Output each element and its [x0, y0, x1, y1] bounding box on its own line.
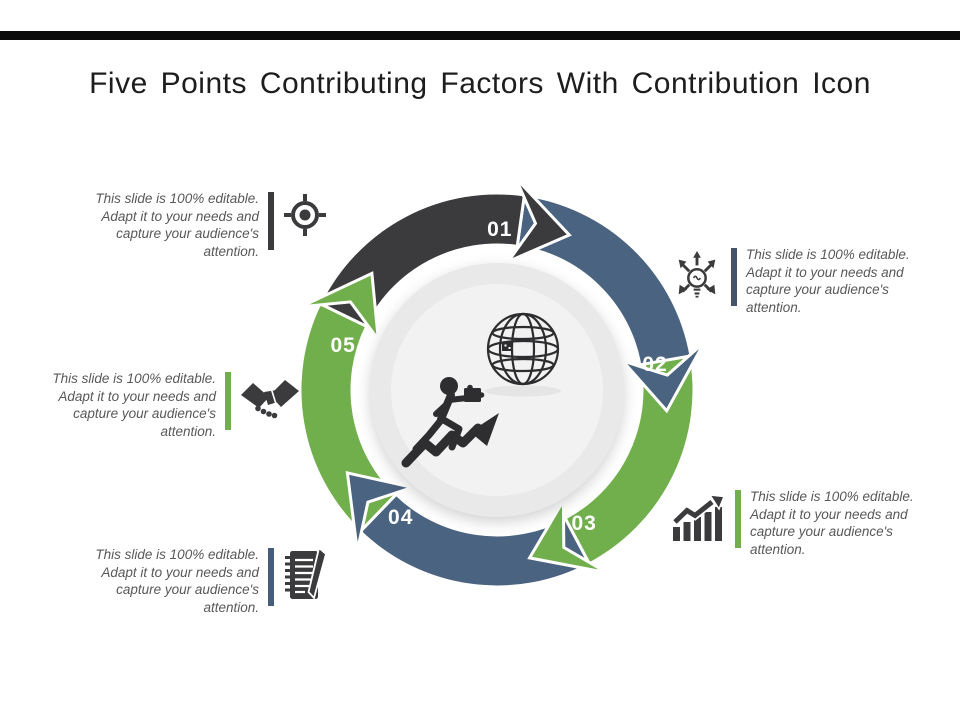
segment-number-01: 01	[487, 218, 513, 242]
segment-number-02: 02	[642, 352, 668, 376]
callout-growth: This slide is 100% editable. Adapt it to…	[672, 488, 950, 558]
top-rule-bar	[0, 31, 960, 40]
callout-idea-text: This slide is 100% editable. Adapt it to…	[746, 247, 910, 315]
separator-bar	[735, 490, 741, 548]
cycle-arrow-segments	[298, 176, 706, 589]
callout-target-text: This slide is 100% editable. Adapt it to…	[95, 191, 259, 259]
segment-number-04: 04	[388, 505, 414, 529]
callout-idea: This slide is 100% editable. Adapt it to…	[672, 246, 946, 316]
globe-icon	[485, 312, 561, 397]
growth-chart-icon	[672, 494, 726, 541]
separator-bar	[225, 372, 231, 430]
separator-bar	[268, 548, 274, 606]
callout-target: This slide is 100% editable. Adapt it to…	[77, 190, 327, 260]
segment-number-05: 05	[330, 333, 356, 357]
idea-bulb-arrows-icon	[678, 250, 716, 298]
callout-handshake: This slide is 100% editable. Adapt it to…	[28, 370, 300, 440]
handshake-icon	[241, 380, 299, 419]
target-icon	[284, 194, 326, 236]
separator-bar	[731, 248, 737, 306]
callout-growth-text: This slide is 100% editable. Adapt it to…	[750, 489, 914, 557]
runner-with-puzzle-growth-arrow-icon	[401, 377, 499, 468]
separator-bar	[268, 192, 274, 250]
callout-notes-text: This slide is 100% editable. Adapt it to…	[95, 547, 259, 615]
callout-notes: This slide is 100% editable. Adapt it to…	[77, 546, 327, 616]
page-title: Five Points Contributing Factors With Co…	[89, 67, 871, 101]
segment-number-03: 03	[571, 512, 597, 536]
callout-handshake-text: This slide is 100% editable. Adapt it to…	[52, 371, 216, 439]
notepad-pen-icon	[285, 548, 327, 600]
